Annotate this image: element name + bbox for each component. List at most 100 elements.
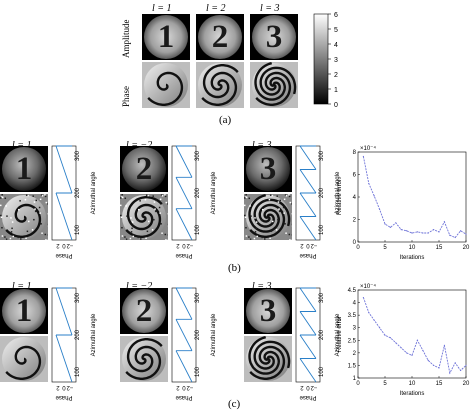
phase-axis-label: Phase (55, 394, 73, 400)
b-chart-y-tick-label: 4 (353, 195, 357, 201)
c-col-label-l2: l = −2 (126, 281, 153, 292)
azimuth-tick-label: 300 (319, 292, 325, 303)
c-chart-data-point (416, 339, 418, 341)
amplitude-digit: 3 (260, 292, 277, 329)
row-label-phase: Phase (121, 86, 131, 107)
phase-tick-label: 0 (182, 384, 186, 390)
b-chart-data-point (406, 230, 408, 232)
amplitude-digit: 1 (16, 292, 33, 329)
colorbar-tick-label: 1 (334, 87, 338, 94)
azimuth-axis-label: Azimuthal angle (335, 313, 341, 356)
azimuth-axis-label: Azimuthal angle (91, 171, 97, 214)
phase-tick-label: 0 (182, 242, 186, 248)
c-chart-y-tick-label: 4.5 (348, 288, 357, 294)
c-chart-y-axis-label: Relative error (337, 316, 343, 352)
c-chart-data-point (427, 359, 429, 361)
c-chart-y-tick-label: 2.5 (348, 338, 357, 344)
b-chart-data-point (395, 222, 397, 224)
phase-tick-label: 2 (300, 384, 304, 390)
b-chart-data-point (384, 223, 386, 225)
col-label-l2: l = 2 (206, 3, 226, 14)
azimuth-axis-label: Azimuthal angle (211, 313, 217, 356)
azimuth-tick-label: 300 (75, 292, 81, 303)
c-phase-3 (244, 336, 292, 382)
b-amplitude-2: 2 (120, 146, 168, 192)
azimuth-axis-label: Azimuthal angle (211, 171, 217, 214)
c-chart-data-point (373, 319, 375, 321)
azimuth-tick-label: 200 (195, 187, 201, 198)
phase-axis-label: Phase (175, 252, 193, 258)
azimuth-tick-label: 300 (195, 150, 201, 161)
c-chart-y-tick-label: 4 (353, 301, 357, 307)
b-phase-plot-2: 300 200 100 Azimuthal angle 2 0 −2 Phase (171, 145, 217, 258)
amplitude-digit: 2 (136, 292, 153, 329)
azimuth-axis-label: Azimuthal angle (91, 313, 97, 356)
phase-curve (55, 287, 73, 383)
b-chart-x-tick-label: 10 (409, 245, 416, 251)
phase-image-3 (250, 62, 298, 108)
b-chart-data-point (427, 232, 429, 234)
c-col-label-l3: l = 3 (252, 281, 272, 292)
phase-tick-label: 2 (176, 384, 180, 390)
b-phase-3 (244, 194, 292, 240)
b-chart-data-point (433, 229, 435, 231)
b-col-label-l3: l = 3 (252, 140, 272, 151)
c-chart-y-tick-label: 1.5 (348, 363, 357, 369)
colorbar-tick-label: 4 (334, 42, 338, 49)
c-chart-plot-area (357, 289, 467, 379)
phase-tick-label: 2 (176, 242, 180, 248)
panel-label-b: (b) (228, 262, 241, 274)
b-chart-data-point (379, 208, 381, 210)
b-chart-data-point (416, 231, 418, 233)
b-amplitude-3: 3 (244, 146, 292, 192)
b-chart-data-point (368, 182, 370, 185)
c-chart-data-point (433, 364, 435, 367)
colorbar-tick-label: 3 (334, 57, 338, 64)
azimuth-tick-label: 200 (75, 187, 81, 198)
amplitude-digit: 3 (260, 150, 277, 187)
c-amplitude-3: 3 (244, 288, 292, 334)
b-chart-data-point (449, 234, 451, 236)
c-chart-data-point (362, 296, 364, 299)
b-phase-1 (0, 194, 48, 240)
c-chart-exponent-label: ×10⁻⁴ (360, 283, 376, 290)
b-col-label-l2: l = −2 (126, 140, 153, 151)
c-chart-data-point (465, 364, 467, 367)
col-label-l1: l = 1 (152, 3, 172, 14)
relative-error-chart-c: 0 5 10 15 20 1 1.5 2 2.5 3 3.5 4 4.5 Iterations Relati… (337, 283, 470, 397)
c-amplitude-2: 2 (120, 288, 168, 334)
c-chart-y-tick-label: 3.5 (348, 313, 357, 319)
amplitude-digit: 3 (266, 18, 283, 55)
amplitude-digit: 2 (136, 150, 153, 187)
phase-image-2 (196, 62, 244, 108)
phase-tick-label: −2 (186, 242, 194, 248)
c-chart-data-point (395, 342, 397, 344)
phase-tick-label: 2 (56, 384, 60, 390)
c-chart-x-tick-label: 5 (383, 381, 387, 387)
colorbar-tick-label: 6 (334, 12, 338, 19)
b-chart-x-axis-label: Iterations (400, 255, 425, 261)
azimuth-tick-label: 300 (75, 150, 81, 161)
panel-label-c: (c) (228, 398, 241, 410)
c-chart-x-tick-label: 0 (356, 381, 360, 387)
c-chart-data-point (389, 337, 391, 339)
b-chart-data-point (443, 221, 445, 223)
phase-axis-label: Phase (299, 252, 317, 258)
phase-tick-label: −2 (310, 242, 318, 248)
c-chart-data-point (438, 367, 440, 369)
colorbar-tick-label: 0 (334, 102, 338, 108)
c-amplitude-1: 1 (0, 288, 48, 334)
c-chart-x-tick-label: 10 (409, 381, 416, 387)
amplitude-digit: 1 (158, 18, 175, 55)
azimuth-tick-label: 200 (75, 329, 81, 340)
amplitude-digit: 2 (212, 18, 229, 55)
b-chart-x-tick-label: 20 (463, 245, 470, 251)
c-chart-x-axis-label: Iterations (400, 391, 425, 397)
phase-curve (175, 145, 193, 241)
b-chart-y-tick-label: 0 (353, 240, 357, 246)
b-chart-data-point (422, 232, 424, 234)
phase-tick-label: 2 (56, 242, 60, 248)
azimuth-tick-label: 200 (195, 329, 201, 340)
b-chart-data-point (400, 229, 402, 231)
phase-tick-label: 2 (300, 242, 304, 248)
